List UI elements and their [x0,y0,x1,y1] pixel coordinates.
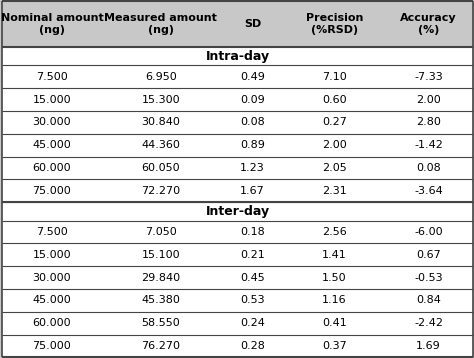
Text: -0.53: -0.53 [414,272,443,282]
Bar [2,66,473,88]
Bar [2,134,473,156]
Text: 0.84: 0.84 [416,295,441,305]
Text: 29.840: 29.840 [141,272,181,282]
Text: 7.500: 7.500 [36,227,68,237]
Text: 60.050: 60.050 [142,163,180,173]
Text: 0.08: 0.08 [416,163,441,173]
Text: 15.000: 15.000 [33,250,71,260]
Bar [2,334,473,357]
Text: 2.00: 2.00 [322,140,346,150]
Text: 15.300: 15.300 [142,95,180,105]
Text: -3.64: -3.64 [414,186,443,196]
Text: 45.000: 45.000 [33,295,71,305]
Text: 1.50: 1.50 [322,272,346,282]
Text: 0.67: 0.67 [416,250,441,260]
Text: 0.37: 0.37 [322,341,346,351]
Bar [2,1,473,47]
Text: 0.09: 0.09 [240,95,265,105]
Bar [2,289,473,312]
Text: 0.18: 0.18 [240,227,265,237]
Bar [2,88,473,111]
Text: 7.500: 7.500 [36,72,68,82]
Text: 0.60: 0.60 [322,95,346,105]
Text: 2.80: 2.80 [416,117,441,127]
Text: 7.10: 7.10 [322,72,346,82]
Text: Precision
(%RSD): Precision (%RSD) [306,13,363,35]
Text: 2.56: 2.56 [322,227,346,237]
Bar [2,202,473,221]
Text: 0.08: 0.08 [240,117,265,127]
Text: 1.16: 1.16 [322,295,346,305]
Text: 30.000: 30.000 [33,117,71,127]
Text: 0.24: 0.24 [240,318,265,328]
Text: SD: SD [244,19,261,29]
Text: 2.00: 2.00 [416,95,441,105]
Bar [2,266,473,289]
Text: 0.49: 0.49 [240,72,265,82]
Text: 30.840: 30.840 [141,117,180,127]
Text: Measured amount
(ng): Measured amount (ng) [104,13,218,35]
Text: 75.000: 75.000 [33,341,71,351]
Text: -1.42: -1.42 [414,140,443,150]
Text: -7.33: -7.33 [414,72,443,82]
Text: 1.69: 1.69 [416,341,441,351]
Text: Nominal amount
(ng): Nominal amount (ng) [0,13,103,35]
Text: 2.31: 2.31 [322,186,346,196]
Text: 45.380: 45.380 [141,295,180,305]
Text: 0.89: 0.89 [240,140,265,150]
Text: -2.42: -2.42 [414,318,443,328]
Text: 0.21: 0.21 [240,250,265,260]
Text: 1.23: 1.23 [240,163,265,173]
Text: 45.000: 45.000 [33,140,71,150]
Text: 58.550: 58.550 [142,318,180,328]
Bar [2,179,473,202]
Text: 15.000: 15.000 [33,95,71,105]
Text: 60.000: 60.000 [33,163,71,173]
Text: 1.41: 1.41 [322,250,346,260]
Text: 6.950: 6.950 [145,72,177,82]
Bar [2,243,473,266]
Text: 0.45: 0.45 [240,272,265,282]
Text: 7.050: 7.050 [145,227,177,237]
Text: 30.000: 30.000 [33,272,71,282]
Text: 0.41: 0.41 [322,318,346,328]
Text: 75.000: 75.000 [33,186,71,196]
Text: 0.53: 0.53 [240,295,265,305]
Bar [2,221,473,243]
Text: Intra-day: Intra-day [206,50,270,63]
Text: Inter-day: Inter-day [206,205,270,218]
Text: 0.28: 0.28 [240,341,265,351]
Text: -6.00: -6.00 [414,227,443,237]
Bar [2,111,473,134]
Text: 15.100: 15.100 [142,250,180,260]
Text: 44.360: 44.360 [141,140,180,150]
Text: 0.27: 0.27 [322,117,347,127]
Text: 2.05: 2.05 [322,163,346,173]
Text: 1.67: 1.67 [240,186,265,196]
Text: 72.270: 72.270 [141,186,181,196]
Text: 76.270: 76.270 [141,341,181,351]
Text: Accuracy
(%): Accuracy (%) [400,13,457,35]
Bar [2,312,473,334]
Text: 60.000: 60.000 [33,318,71,328]
Bar [2,47,473,66]
Bar [2,156,473,179]
